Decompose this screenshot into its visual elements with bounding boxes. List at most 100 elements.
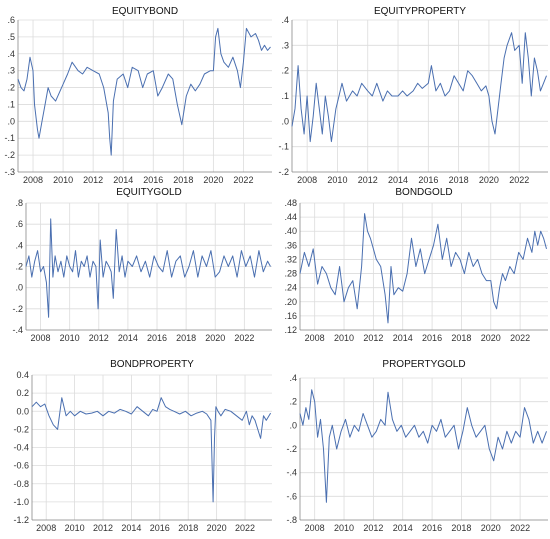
series-line (299, 213, 547, 324)
x-tick-label: 2014 (113, 175, 133, 185)
x-tick-label: 2022 (234, 333, 254, 343)
y-tick-label: .0 (289, 420, 297, 430)
chart-title: PROPERTYGOLD (382, 359, 465, 370)
y-tick-label: -1.2 (13, 515, 29, 525)
x-tick-label: 2018 (449, 175, 469, 185)
x-tick-label: 2010 (327, 175, 347, 185)
x-tick-label: 2012 (363, 333, 383, 343)
y-tick-label: .12 (284, 325, 297, 335)
x-tick-label: 2018 (173, 175, 193, 185)
x-tick-label: 2020 (207, 523, 227, 533)
x-tick-label: 2016 (150, 523, 170, 533)
y-tick-label: .0 (15, 283, 23, 293)
y-tick-label: -.2 (4, 150, 15, 160)
x-tick-label: 2016 (143, 175, 163, 185)
y-tick-label: -.4 (12, 325, 23, 335)
y-tick-label: .40 (284, 226, 297, 236)
x-tick-label: 2010 (65, 523, 85, 533)
x-tick-label: 2022 (235, 523, 255, 533)
chart-equitybond: EQUITYBOND -.3 -.2 -.1 .0 .1 .2 .3 .4 .5 .6 2008 201… (4, 6, 272, 185)
y-tick-label: .6 (7, 15, 15, 25)
series-line (31, 397, 272, 503)
x-tick-label: 2018 (178, 523, 198, 533)
x-tick-label: 2008 (297, 175, 317, 185)
y-tick-label: .2 (289, 397, 297, 407)
x-tick-label: 2008 (305, 333, 325, 343)
x-tick-label: 2012 (93, 523, 113, 533)
y-tick-label: .4 (7, 49, 15, 59)
y-tick-label: -0.8 (13, 479, 29, 489)
x-tick-label: 2014 (118, 333, 138, 343)
x-tick-label: 2020 (481, 333, 501, 343)
x-tick-label: 2014 (393, 523, 413, 533)
x-tick-label: 2020 (479, 175, 499, 185)
chart-title: EQUITYPROPERTY (374, 6, 466, 17)
y-tick-label: -.8 (286, 515, 297, 525)
y-tick-label: .32 (284, 254, 297, 264)
y-tick-label: 0.0 (16, 406, 29, 416)
y-tick-label: -1.0 (13, 497, 29, 507)
y-tick-label: -.1 (278, 142, 289, 152)
y-tick-label: .24 (284, 283, 297, 293)
x-tick-label: 2010 (60, 333, 80, 343)
chart-bondgold: BONDGOLD .12 .16 .20 .24 .28 .32 .36 .40 .44 .48 20… (284, 187, 548, 343)
x-tick-label: 2020 (203, 175, 223, 185)
x-tick-label: 2008 (23, 175, 43, 185)
x-tick-label: 2020 (481, 523, 501, 533)
chart-propertygold: PROPERTYGOLD -.8 -.6 -.4 -.2 .0 .2 .4 2008 2010 20… (286, 359, 548, 533)
y-tick-label: 0.2 (16, 388, 29, 398)
y-tick-label: .44 (284, 212, 297, 222)
series-line (17, 27, 271, 156)
y-tick-label: -0.4 (13, 443, 29, 453)
y-tick-label: -.2 (278, 167, 289, 177)
x-tick-label: 2012 (89, 333, 109, 343)
x-tick-label: 2018 (451, 523, 471, 533)
x-tick-label: 2014 (121, 523, 141, 533)
series-line (299, 389, 547, 503)
y-tick-label: .0 (281, 116, 289, 126)
y-tick-label: .16 (284, 311, 297, 321)
chart-title: BONDPROPERTY (110, 359, 194, 370)
x-tick-label: 2012 (363, 523, 383, 533)
x-tick-label: 2016 (147, 333, 167, 343)
y-tick-label: .48 (284, 198, 297, 208)
x-tick-label: 2008 (31, 333, 51, 343)
y-tick-label: .4 (15, 240, 23, 250)
x-tick-label: 2016 (418, 175, 438, 185)
y-tick-label: -.2 (12, 304, 23, 314)
x-tick-label: 2022 (510, 523, 530, 533)
series-line (25, 218, 271, 318)
y-tick-label: .3 (281, 40, 289, 50)
x-tick-label: 2010 (334, 523, 354, 533)
y-tick-label: .8 (15, 198, 23, 208)
y-tick-label: .28 (284, 269, 297, 279)
y-tick-label: -0.2 (13, 424, 29, 434)
y-tick-label: .2 (7, 83, 15, 93)
y-tick-label: .6 (15, 219, 23, 229)
y-tick-label: .1 (281, 91, 289, 101)
x-tick-label: 2010 (334, 333, 354, 343)
y-tick-label: -.4 (286, 468, 297, 478)
x-tick-label: 2020 (205, 333, 225, 343)
y-tick-label: -.2 (286, 444, 297, 454)
x-tick-label: 2018 (451, 333, 471, 343)
x-tick-label: 2010 (53, 175, 73, 185)
x-tick-label: 2012 (83, 175, 103, 185)
y-tick-label: -.6 (286, 491, 297, 501)
x-tick-label: 2022 (510, 333, 530, 343)
x-tick-label: 2022 (509, 175, 529, 185)
y-tick-label: .4 (281, 15, 289, 25)
y-tick-label: -0.6 (13, 461, 29, 471)
y-tick-label: .36 (284, 240, 297, 250)
y-tick-label: .1 (7, 99, 15, 109)
y-tick-label: -.3 (4, 167, 15, 177)
x-tick-label: 2018 (176, 333, 196, 343)
x-tick-label: 2014 (393, 333, 413, 343)
y-tick-label: .2 (15, 262, 23, 272)
y-tick-label: .4 (289, 373, 297, 383)
chart-bondproperty: BONDPROPERTY -1.2 -1.0 -0.8 -0.6 -0.4 -0.2 0.0 0… (13, 359, 272, 533)
x-tick-label: 2016 (422, 333, 442, 343)
chart-equityproperty: EQUITYPROPERTY -.2 -.1 .0 .1 .2 .3 .4 2008 2010 20… (278, 6, 548, 185)
x-tick-label: 2008 (36, 523, 56, 533)
